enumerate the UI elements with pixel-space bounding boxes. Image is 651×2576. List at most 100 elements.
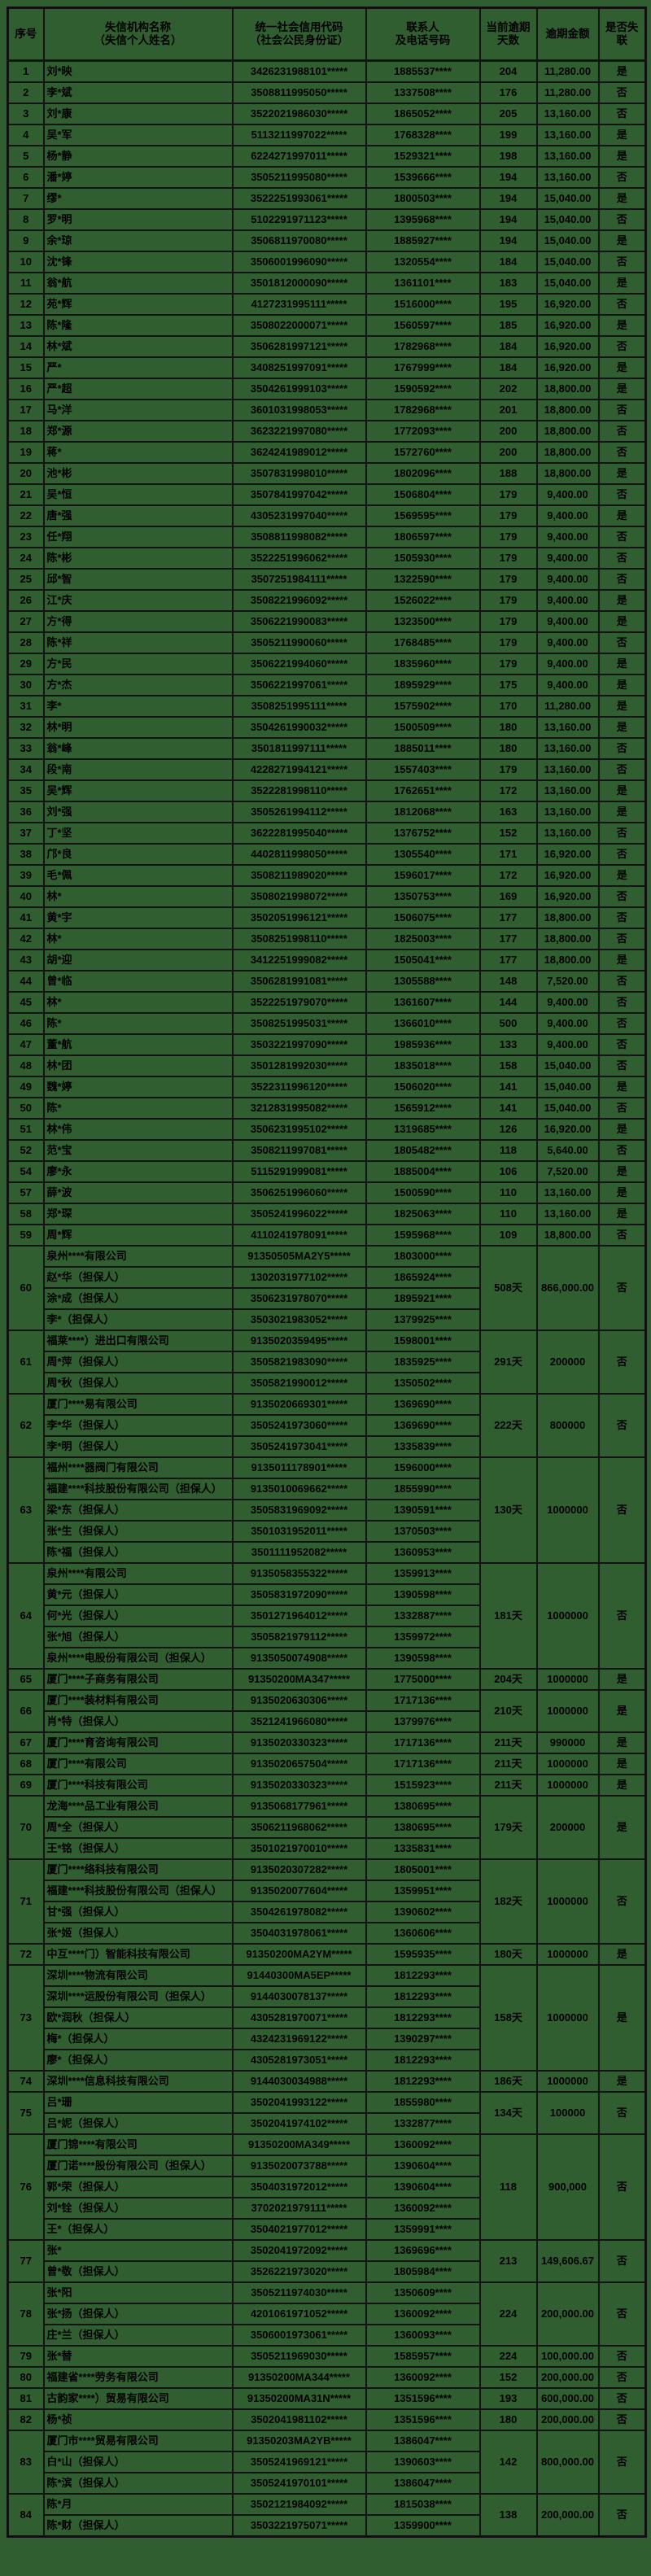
cell-credit-code: 3506221990083*****	[231, 610, 367, 633]
cell-lost-contact: 否	[597, 843, 647, 866]
row-serial-number: 57	[7, 1181, 45, 1204]
cell-defaulter-name: 李*	[42, 695, 234, 718]
cell-defaulter-name: 李*明（担保人）	[42, 1435, 234, 1458]
table-row: 39 毛*佩 3508211989020***** 1596017**** 172 16,…	[7, 864, 647, 887]
row-serial-number: 66	[7, 1689, 45, 1733]
table-row: 67 厦门****育咨询有限公司 9135020330323***** 1717136…	[7, 1731, 647, 1754]
cell-lost-contact: 否	[597, 335, 647, 358]
cell-credit-code: 91350203MA2YB*****	[231, 2430, 367, 2452]
row-serial-number: 54	[7, 1160, 45, 1183]
cell-lost-contact: 否	[597, 526, 647, 548]
cell-overdue-amount: 9,400.00	[535, 589, 600, 612]
header-credit-code: 统一社会信用代码 （社会公民身份证）	[231, 7, 367, 62]
cell-lost-contact: 是	[597, 272, 647, 295]
cell-credit-code: 5115291999081*****	[231, 1160, 367, 1183]
cell-credit-code: 3502041981102*****	[231, 2408, 367, 2431]
cell-contact-phone: 1505930****	[365, 547, 481, 570]
cell-defaulter-name: 赵*华（担保人）	[42, 1266, 234, 1289]
cell-defaulter-name: 林*	[42, 991, 234, 1014]
table-row: 张*生（担保人） 3501031952011***** 1370503****	[8, 1520, 646, 1543]
table-row: 59 周*辉 4110241978091***** 1595968**** 109 18,…	[7, 1224, 647, 1247]
cell-defaulter-name: 林*	[42, 928, 234, 950]
cell-credit-code: 3501811997111*****	[231, 737, 367, 760]
cell-contact-phone: 1335831****	[365, 1837, 481, 1860]
cell-defaulter-name: 林*明	[42, 716, 234, 739]
cell-credit-code: 4127231995111*****	[231, 293, 367, 316]
cell-lost-contact: 是	[597, 653, 647, 675]
cell-lost-contact: 否	[597, 2091, 647, 2135]
cell-credit-code: 3506211968062*****	[231, 1816, 367, 1839]
cell-overdue-amount: 200000	[535, 1329, 600, 1395]
cell-credit-code: 3505831969092*****	[231, 1499, 367, 1522]
cell-overdue-amount: 149,606.67	[535, 2239, 600, 2283]
table-row: 75 吕*珊 3502041993122***** 1855980**** 134天 10…	[7, 2091, 647, 2135]
cell-contact-phone: 1360092****	[365, 2303, 481, 2325]
row-serial-number: 77	[7, 2239, 45, 2283]
cell-overdue-days: 158	[478, 1054, 538, 1077]
cell-contact-phone: 1350502****	[365, 1372, 481, 1395]
cell-overdue-amount: 1000000	[535, 1689, 600, 1733]
cell-overdue-days: 109	[478, 1224, 538, 1247]
table-row: 52 范*宝 3508211997081***** 1805482**** 118 5,6…	[7, 1139, 647, 1162]
table-row: 62 厦门****易有限公司 9135020669301***** 1369690**…	[7, 1393, 647, 1458]
cell-defaulter-name: 张*旭（担保人）	[42, 1626, 234, 1648]
cell-lost-contact: 否	[597, 568, 647, 591]
cell-contact-phone: 1529321****	[365, 145, 481, 168]
table-row: 吕*妮（担保人） 3502041974102***** 1332877****	[8, 2112, 646, 2135]
cell-overdue-days: 184	[478, 356, 538, 379]
table-row: 49 魏*婷 3522311996120***** 1506020**** 141 15,…	[7, 1076, 647, 1098]
row-serial-number: 1	[7, 59, 45, 83]
row-serial-number: 59	[7, 1224, 45, 1247]
cell-credit-code: 3504261999103*****	[231, 378, 367, 400]
cell-credit-code: 3426231988101*****	[231, 59, 367, 83]
table-row: 泉州****电股份有限公司（担保人） 9135050074908***** 1390…	[8, 1647, 646, 1670]
cell-contact-phone: 1539666****	[365, 166, 481, 189]
cell-contact-phone: 1585957****	[365, 2345, 481, 2368]
cell-overdue-days: 222天	[478, 1393, 538, 1458]
cell-defaulter-name: 厦门****络科技有限公司	[42, 1858, 234, 1881]
table-row: 72 中互****门）智能科技有限公司 91350200MA2YM***** 1595…	[7, 1943, 647, 1966]
header-overdue-days: 当前逾期 天数	[478, 7, 538, 62]
cell-contact-phone: 1812068****	[365, 801, 481, 823]
cell-credit-code: 3507831998010*****	[231, 462, 367, 485]
cell-defaulter-name: 王*铭（担保人）	[42, 1837, 234, 1860]
row-serial-number: 3	[7, 103, 45, 125]
cell-contact-phone: 1772093****	[365, 420, 481, 443]
cell-credit-code: 3505821979112*****	[231, 1626, 367, 1648]
cell-overdue-days: 177	[478, 906, 538, 929]
row-serial-number: 9	[7, 229, 45, 252]
table-row: 陈*福（担保人） 3501111952082***** 1360953****	[8, 1541, 646, 1564]
cell-credit-code: 3508211989020*****	[231, 864, 367, 887]
cell-contact-phone: 1595935****	[365, 1943, 481, 1966]
cell-contact-phone: 1379976****	[365, 1710, 481, 1733]
cell-contact-phone: 1390602****	[365, 1901, 481, 1923]
row-serial-number: 7	[7, 187, 45, 210]
cell-credit-code: 91350200MA347*****	[231, 1668, 367, 1691]
cell-lost-contact: 否	[597, 2133, 647, 2241]
cell-defaulter-name: 刘*康	[42, 103, 234, 125]
cell-overdue-amount: 200,000.00	[535, 2281, 600, 2347]
table-row: 31 李* 3508251995111***** 1575902**** 170 11,2…	[7, 695, 647, 718]
cell-overdue-days: 172	[478, 864, 538, 887]
cell-overdue-amount: 13,160.00	[535, 716, 600, 739]
cell-lost-contact: 否	[597, 81, 647, 104]
cell-overdue-days: 179	[478, 610, 538, 633]
cell-lost-contact: 否	[597, 1245, 647, 1331]
cell-overdue-amount: 16,920.00	[535, 1118, 600, 1141]
cell-credit-code: 3506251996060*****	[231, 1181, 367, 1204]
table-row: 78 张*阳 3505211974030***** 1350609**** 224 200…	[7, 2281, 647, 2347]
cell-contact-phone: 1782968****	[365, 335, 481, 358]
cell-overdue-amount: 13,160.00	[535, 801, 600, 823]
table-row: 68 厦门****有限公司 9135020657504***** 1717136***…	[7, 1753, 647, 1775]
table-row: 50 陈* 3212831995082***** 1565912**** 141 15,0…	[7, 1097, 647, 1120]
cell-overdue-amount: 1000000	[535, 1943, 600, 1966]
table-row: 46 陈* 3508251995031***** 1366010**** 500 9,40…	[7, 1012, 647, 1035]
cell-contact-phone: 1390604****	[365, 2155, 481, 2177]
cell-overdue-amount: 15,040.00	[535, 251, 600, 273]
cell-lost-contact: 是	[597, 59, 647, 83]
cell-overdue-amount: 11,280.00	[535, 695, 600, 718]
cell-defaulter-name: 刘*映	[42, 59, 234, 83]
cell-defaulter-name: 罗*明	[42, 208, 234, 231]
cell-contact-phone: 1885927****	[365, 229, 481, 252]
cell-contact-phone: 1885011****	[365, 737, 481, 760]
